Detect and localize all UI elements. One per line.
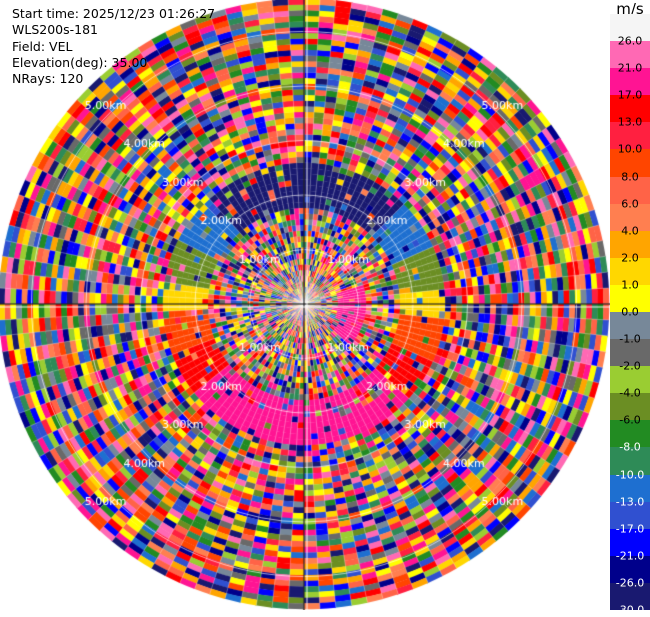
colorbar-segment	[610, 366, 650, 394]
colorbar-segment	[610, 284, 650, 313]
colorbar-tick-label: 8.0	[621, 170, 639, 184]
colorbar-tick-label: 1.0	[621, 278, 639, 292]
colorbar-tick-label: 4.0	[621, 224, 639, 238]
colorbar-tick-label: 0.0	[621, 305, 639, 319]
colorbar-tick-label: -21.0	[615, 549, 645, 563]
colorbar-segment	[610, 41, 650, 69]
colorbar-segment	[610, 339, 650, 367]
colorbar-tick-label: -6.0	[619, 413, 641, 427]
colorbar-segment	[610, 474, 650, 503]
colorbar-segment	[610, 14, 650, 42]
colorbar-tick-label: 2.0	[621, 251, 639, 265]
plot-info: Start time: 2025/12/23 01:26:27 WLS200s-…	[12, 6, 215, 87]
colorbar-segment	[610, 393, 650, 421]
colorbar-tick-label: -8.0	[619, 440, 641, 454]
colorbar-segment	[610, 582, 650, 611]
colorbar-tick-label: -30.0	[615, 603, 645, 617]
colorbar-segment	[610, 420, 650, 448]
colorbar-segment	[610, 447, 650, 476]
colorbar-tick-label: 10.0	[617, 142, 643, 156]
colorbar-segment	[610, 555, 650, 584]
colorbar-tick-label: -2.0	[619, 359, 641, 373]
colorbar-segment	[610, 95, 650, 123]
colorbar-segment	[610, 68, 650, 96]
colorbar-units: m/s	[616, 0, 644, 18]
instrument-label: WLS200s-181	[12, 22, 98, 38]
colorbar-segment	[610, 501, 650, 530]
colorbar-segment	[610, 257, 650, 286]
colorbar-segment	[610, 230, 650, 259]
nrays-label: NRays: 120	[12, 71, 84, 87]
colorbar-segment	[610, 176, 650, 205]
colorbar-tick-label: -10.0	[615, 468, 645, 482]
colorbar-segment	[610, 312, 650, 340]
colorbar-tick-label: 6.0	[621, 197, 639, 211]
colorbar-tick-label: 13.0	[617, 115, 643, 129]
colorbar-tick-label: 17.0	[617, 88, 643, 102]
colorbar-tick-label: -26.0	[615, 576, 645, 590]
start-time-label: Start time: 2025/12/23 01:26:27	[12, 6, 216, 21]
colorbar-segment	[610, 203, 650, 232]
colorbar-tick-label: -13.0	[615, 495, 645, 509]
field-label: Field: VEL	[12, 38, 73, 54]
colorbar-tick-label: 26.0	[617, 34, 643, 48]
colorbar-tick-label: -1.0	[619, 332, 641, 346]
colorbar-tick-label: -4.0	[619, 386, 641, 400]
ppi-radar-plot	[0, 0, 610, 610]
colorbar-segment	[610, 122, 650, 150]
colorbar-tick-label: -17.0	[615, 522, 645, 536]
colorbar-tick-label: 21.0	[617, 61, 643, 75]
colorbar-segment	[610, 149, 650, 178]
elevation-label: Elevation(deg): 35.00	[12, 54, 148, 70]
colorbar-segment	[610, 528, 650, 557]
colorbar: 26.0 21.0 17.0 13.0 10.0 8.0 6.0 4.0 2.0 1.0 0.0 -1…	[610, 14, 650, 617]
